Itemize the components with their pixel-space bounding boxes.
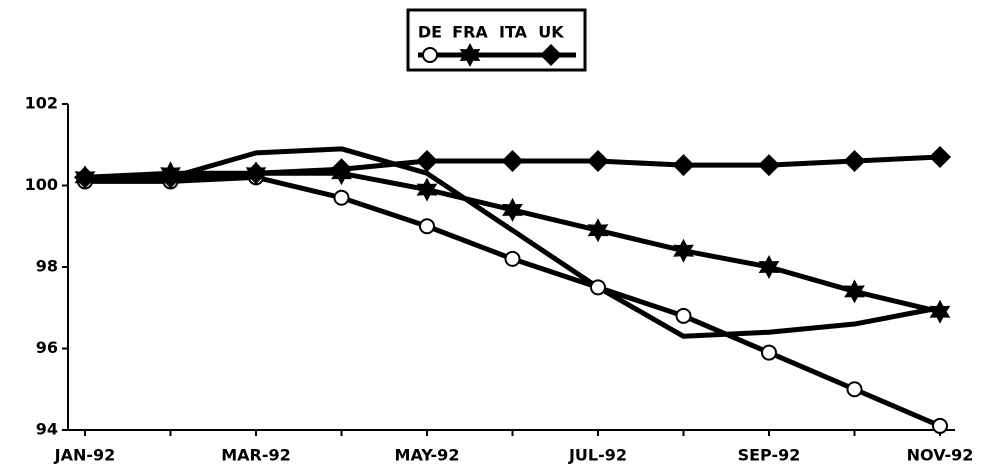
marker xyxy=(419,218,435,235)
legend-label: ITA xyxy=(499,23,528,42)
legend-label: UK xyxy=(538,23,564,42)
y-tick-label: 100 xyxy=(25,175,58,194)
series-line xyxy=(84,170,941,315)
marker xyxy=(416,177,438,202)
y-tick-label: 94 xyxy=(36,420,58,439)
legend-label: FRA xyxy=(452,23,488,42)
x-tick-label: MAR-92 xyxy=(221,446,291,465)
marker xyxy=(675,307,692,324)
marker xyxy=(929,299,951,324)
y-tick-label: 96 xyxy=(36,338,58,357)
x-tick-label: JAN-92 xyxy=(54,446,116,465)
marker xyxy=(761,344,777,361)
marker xyxy=(587,218,609,243)
marker xyxy=(502,197,523,222)
marker xyxy=(459,43,481,67)
marker xyxy=(673,238,694,263)
marker xyxy=(758,255,780,279)
marker xyxy=(929,145,951,168)
x-tick-label: JUL-92 xyxy=(568,446,627,465)
marker xyxy=(758,154,780,177)
legend-label: DE xyxy=(418,23,442,42)
marker xyxy=(846,381,863,398)
marker xyxy=(672,154,695,177)
marker xyxy=(932,417,948,434)
x-tick-label: SEP-92 xyxy=(738,446,801,465)
marker xyxy=(159,166,182,189)
series-line xyxy=(84,146,941,339)
x-tick-label: MAY-92 xyxy=(395,446,460,465)
legend-box xyxy=(406,8,587,72)
marker xyxy=(74,166,96,189)
marker xyxy=(504,250,521,267)
marker xyxy=(590,279,606,296)
marker xyxy=(333,189,350,206)
marker xyxy=(501,150,524,173)
y-tick-label: 102 xyxy=(25,94,58,113)
y-tick-label: 98 xyxy=(36,257,58,276)
marker xyxy=(540,44,562,66)
marker xyxy=(587,150,609,173)
marker xyxy=(843,150,866,173)
x-tick-label: NOV-92 xyxy=(907,446,974,465)
marker xyxy=(245,162,267,185)
marker xyxy=(330,158,353,181)
marker xyxy=(844,279,865,304)
marker xyxy=(422,47,438,63)
marker xyxy=(416,150,438,173)
